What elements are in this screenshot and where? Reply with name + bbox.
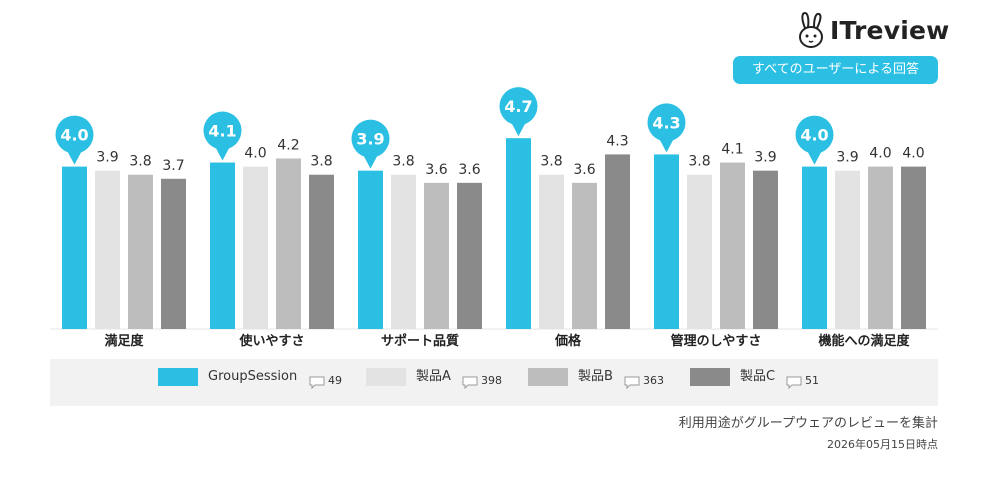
data-label: 4.3 [652,113,680,132]
data-label: 3.9 [356,130,384,149]
comment-icon [624,376,640,389]
bar-product-a [539,174,564,329]
data-label: 3.8 [392,154,414,170]
category-label: 価格 [554,333,582,349]
bar-product-b [720,162,745,329]
value-bubble [55,115,94,154]
comment-icon [309,376,325,389]
date-stamp: 2026年05月15日時点 [827,438,938,451]
data-label: 4.1 [208,122,236,141]
data-label: 3.9 [754,150,776,166]
category-label: 機能への満足度 [818,333,910,349]
legend-swatch [690,368,730,386]
data-label: 4.0 [869,146,891,162]
bar-product-c [161,178,186,329]
data-label: 3.8 [129,154,151,170]
bar-groupsession [506,138,531,329]
value-bubble-pointer [806,149,823,165]
brand-name: ITreview [830,16,950,45]
data-label: 3.8 [310,154,332,170]
bar-groupsession [358,170,383,329]
data-label: 3.9 [96,150,118,166]
data-label: 3.6 [458,162,480,178]
legend-swatch [366,368,406,386]
value-bubble-pointer [362,153,379,169]
aggregation-note: 利用用途がグループウェアのレビューを集計 [678,416,938,431]
bar-groupsession [62,166,87,329]
data-label: 3.6 [425,162,447,178]
bar-product-b [572,182,597,329]
value-bubble [203,111,242,150]
bar-product-c [901,166,926,329]
bar-product-a [243,166,268,329]
bar-product-c [753,170,778,329]
itreview-logo[interactable]: ITreview [796,12,950,52]
bar-product-a [687,174,712,329]
value-bubble [795,115,834,154]
value-bubble [647,103,686,142]
data-label: 4.1 [721,142,743,158]
bar-product-b [424,182,449,329]
bar-groupsession [210,162,235,329]
category-label: 使いやすさ [238,333,304,349]
review-count: 363 [643,374,664,387]
rating-bar-chart: 4.0 3.9 3.8 3.7 満足度 4.1 4.0 4.2 3.8 使いやすさ 3.9 3.8 3.… [50,87,938,349]
data-label: 3.7 [162,158,184,174]
bar-product-a [835,170,860,329]
data-label: 3.9 [836,150,858,166]
bar-product-b [128,174,153,329]
respondent-filter-button[interactable]: すべてのユーザーによる回答 [733,56,938,84]
category-label: サポート品質 [381,333,459,349]
data-label: 4.0 [800,126,828,145]
bar-product-a [391,174,416,329]
legend: GroupSession 49 製品A 398 製品B 363 製品C 51 [50,359,938,406]
value-bubble-pointer [510,121,527,137]
value-bubble [499,87,538,126]
legend-label: 製品B [578,369,613,384]
review-count: 398 [481,374,502,387]
legend-label: 製品A [416,369,451,384]
bar-groupsession [802,166,827,329]
bar-product-c [605,154,630,329]
review-count: 49 [328,374,342,387]
comment-icon [462,376,478,389]
legend-label: GroupSession [208,369,298,384]
category-label: 満足度 [104,333,144,349]
value-bubble-pointer [66,149,83,165]
bar-product-c [309,174,334,329]
data-label: 4.0 [60,126,88,145]
rabbit-icon [799,12,823,48]
legend-label: 製品C [740,369,776,384]
data-label: 3.8 [540,154,562,170]
value-bubble [351,119,390,158]
value-bubble-pointer [214,145,231,161]
data-label: 4.2 [277,137,299,153]
bar-product-b [868,166,893,329]
bar-product-a [95,170,120,329]
bar-product-b [276,158,301,329]
review-count: 51 [805,374,819,387]
legend-swatch [158,368,198,386]
data-label: 3.6 [573,162,595,178]
data-label: 4.7 [504,97,532,116]
data-label: 4.0 [902,146,924,162]
data-label: 3.8 [688,154,710,170]
bar-product-c [457,182,482,329]
comment-icon [786,376,802,389]
data-label: 4.0 [244,146,266,162]
value-bubble-pointer [658,137,675,153]
legend-swatch [528,368,568,386]
category-label: 管理のしやすさ [671,333,762,349]
data-label: 4.3 [606,133,628,149]
bar-groupsession [654,154,679,329]
